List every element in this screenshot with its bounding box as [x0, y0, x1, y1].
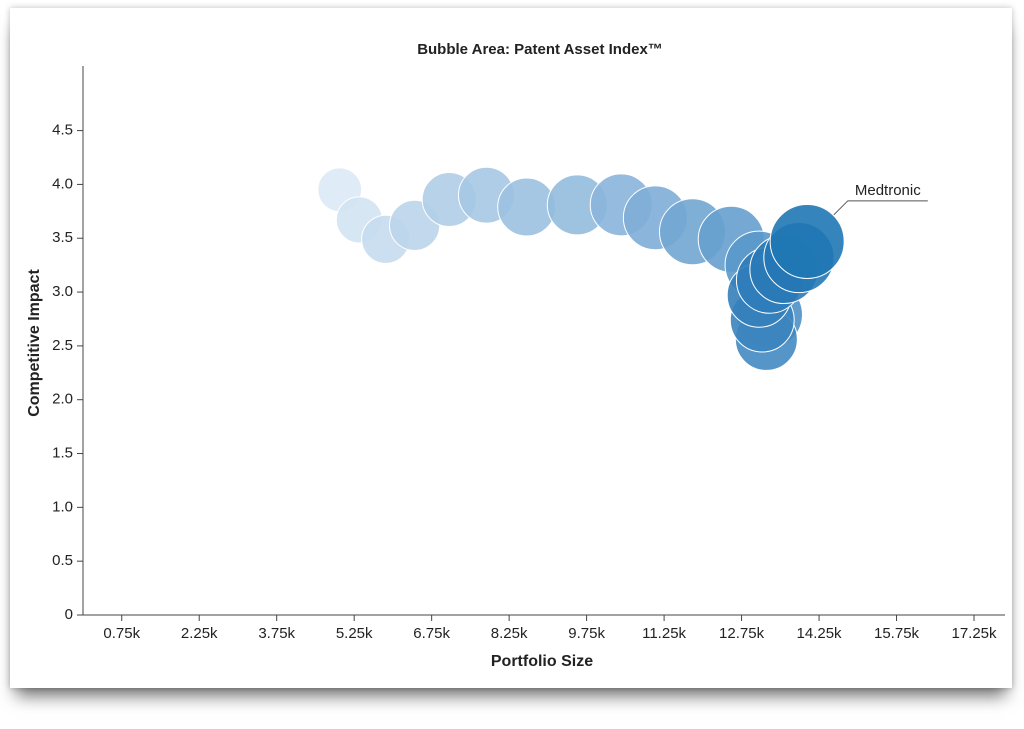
y-tick-label: 0	[65, 606, 73, 623]
x-tick-label: 15.75k	[874, 625, 920, 642]
x-tick-label: 6.75k	[413, 625, 450, 642]
y-tick-label: 1.5	[52, 444, 73, 461]
y-tick-label: 0.5	[52, 552, 73, 569]
x-tick-label: 11.25k	[642, 625, 686, 642]
x-tick-label: 8.25k	[491, 625, 528, 642]
x-tick-label: 5.25k	[336, 625, 373, 642]
x-axis-title: Portfolio Size	[491, 653, 593, 670]
bubble	[769, 203, 845, 279]
annotation-label: Medtronic	[855, 182, 921, 199]
y-tick-label: 3.0	[52, 283, 73, 300]
x-tick-label: 3.75k	[258, 625, 295, 642]
x-tick-label: 14.25k	[797, 625, 843, 642]
y-tick-label: 3.5	[52, 229, 73, 246]
chart-title: Bubble Area: Patent Asset Index™	[417, 41, 663, 58]
annotation-leader	[833, 200, 928, 216]
x-tick-label: 2.25k	[181, 625, 218, 642]
x-tick-label: 9.75k	[568, 625, 605, 642]
y-tick-label: 1.0	[52, 498, 73, 515]
y-tick-label: 2.5	[52, 337, 73, 354]
y-tick-label: 4.5	[52, 122, 73, 139]
y-tick-label: 4.0	[52, 175, 73, 192]
x-tick-label: 17.25k	[951, 625, 997, 642]
x-tick-label: 0.75k	[103, 625, 140, 642]
y-tick-label: 2.0	[52, 391, 73, 408]
chart-card	[10, 8, 1012, 688]
x-tick-label: 12.75k	[719, 625, 765, 642]
y-axis-title: Competitive Impact	[26, 269, 43, 417]
